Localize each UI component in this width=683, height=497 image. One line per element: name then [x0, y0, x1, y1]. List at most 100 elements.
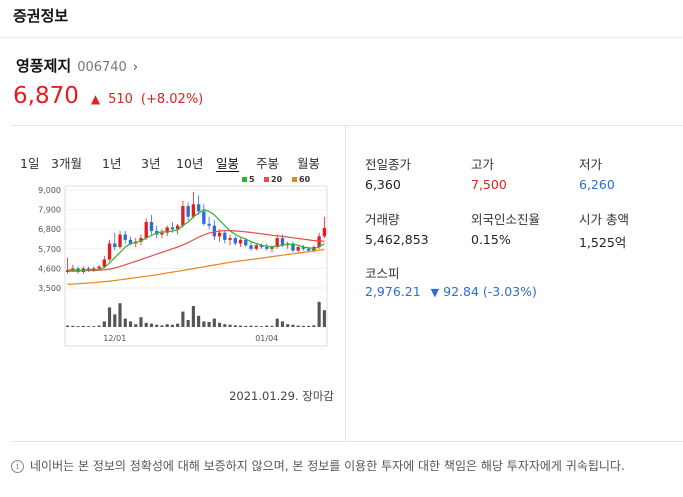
y-tick-label: 9,000: [38, 186, 61, 195]
y-tick-label: 6,800: [38, 225, 61, 234]
volume-bar: [207, 321, 211, 327]
candle-body: [249, 245, 253, 249]
stock-name-link[interactable]: 영풍제지 006740 ›: [16, 55, 138, 77]
candle-body: [238, 239, 243, 244]
candle-body: [175, 225, 180, 230]
volume-bar: [113, 314, 117, 327]
volume-bar: [181, 311, 185, 327]
volume-bar: [212, 318, 216, 327]
volume-bar: [296, 325, 300, 327]
candle-body: [270, 247, 274, 249]
volume-bar: [259, 326, 264, 327]
volume-bar: [218, 322, 222, 327]
stat-value: 7,500: [471, 177, 507, 192]
candle-body: [254, 245, 258, 249]
tab-monthly[interactable]: 월봉: [297, 156, 321, 171]
candle-body: [107, 243, 112, 260]
stock-chart[interactable]: 9,000 7,900 6,800 5,700 4,600 3,500 5 20 60 12/01…: [30, 170, 330, 350]
candle-body: [228, 238, 232, 240]
x-tick-label: 01/04: [255, 334, 278, 343]
down-arrow-icon: ▼: [430, 286, 440, 299]
candle-body: [170, 227, 175, 230]
kospi-label-block[interactable]: 코스피: [365, 263, 400, 286]
volume-bar: [139, 317, 143, 327]
candle-body: [186, 206, 190, 217]
candle-body: [317, 236, 321, 248]
kospi-label: 코스피: [365, 266, 400, 281]
stat-label: 거래량: [365, 212, 400, 227]
info-icon: i: [11, 460, 24, 473]
tab-10y[interactable]: 10년: [176, 156, 204, 171]
tab-1d[interactable]: 1일: [20, 156, 40, 171]
volume-bar: [97, 325, 101, 327]
tab-1y[interactable]: 1년: [102, 156, 122, 171]
candle-body: [165, 227, 169, 233]
y-tick-label: 3,500: [38, 284, 61, 293]
candle-body: [217, 232, 222, 237]
legend-swatch: [264, 177, 269, 182]
volume-bar: [244, 325, 248, 327]
candle-body: [123, 234, 127, 240]
ma5-line: [67, 208, 325, 272]
y-tick-label: 5,700: [38, 245, 61, 254]
candle-body: [275, 238, 279, 248]
panel-divider-bottom: [11, 441, 683, 442]
volume-bar: [312, 325, 316, 327]
legend-swatch: [292, 177, 297, 182]
header-bar: 증권정보: [0, 0, 683, 38]
tab-3y[interactable]: 3년: [141, 156, 161, 171]
candle-body: [144, 222, 148, 239]
stock-code: 006740: [77, 60, 127, 75]
volume-bar: [307, 325, 311, 327]
candle-body: [244, 239, 248, 246]
candle-body: [181, 206, 185, 226]
kospi-values: 2,976.21 ▼ 92.84 (-3.03%): [365, 284, 537, 299]
disclaimer-text: 네이버는 본 정보의 정확성에 대해 보증하지 않으며, 본 정보를 이용한 투…: [30, 459, 625, 473]
legend-label: 60: [299, 175, 311, 184]
volume-bar: [186, 320, 190, 327]
legend-label: 20: [271, 175, 283, 184]
candle-body: [259, 245, 264, 248]
volume-bar: [197, 315, 201, 327]
candle-body: [280, 238, 285, 246]
candle-body: [128, 239, 133, 244]
volume-bar: [238, 325, 243, 327]
volume-bar: [291, 324, 295, 327]
stat-label: 고가: [471, 157, 495, 172]
candle-body: [223, 232, 227, 240]
chart-frame: [64, 185, 328, 347]
tab-3m[interactable]: 3개월: [51, 156, 82, 171]
stat-high: 고가 7,500: [471, 154, 507, 192]
volume-bar: [107, 307, 112, 327]
candle-body: [301, 247, 306, 249]
stat-label: 전일종가: [365, 157, 412, 172]
ma60-line: [67, 248, 325, 285]
candle-body: [160, 232, 164, 235]
volume-bar: [176, 323, 180, 327]
ma20-line: [67, 229, 325, 272]
candle-body: [322, 227, 327, 237]
volume-bar: [160, 325, 164, 327]
volume-bar: [228, 324, 232, 327]
stat-prev-close: 전일종가 6,360: [365, 154, 411, 192]
volume-bar: [66, 325, 70, 327]
period-tabs: 1일 3개월 1년 3년 10년 일봉 주봉 월봉: [20, 153, 340, 173]
stat-value: 1,525억: [579, 235, 627, 250]
volume-bar: [265, 325, 269, 327]
stat-volume: 거래량 5,462,853: [365, 209, 429, 247]
candle-body: [291, 243, 295, 251]
chevron-right-icon: ›: [132, 60, 139, 75]
up-arrow-icon: ▲: [90, 92, 101, 106]
candle-body: [296, 247, 300, 251]
volume-bar: [118, 303, 122, 327]
stat-low: 저가 6,260: [579, 154, 615, 192]
x-tick-label: 12/01: [103, 334, 126, 343]
candle-body: [191, 204, 196, 217]
tab-weekly[interactable]: 주봉: [256, 156, 280, 171]
legend-swatch: [242, 177, 247, 182]
volume-bar: [233, 325, 237, 327]
candle-body: [306, 248, 311, 251]
volume-bar: [286, 324, 290, 327]
volume-bar: [155, 324, 159, 327]
tab-daily[interactable]: 일봉: [216, 156, 240, 171]
